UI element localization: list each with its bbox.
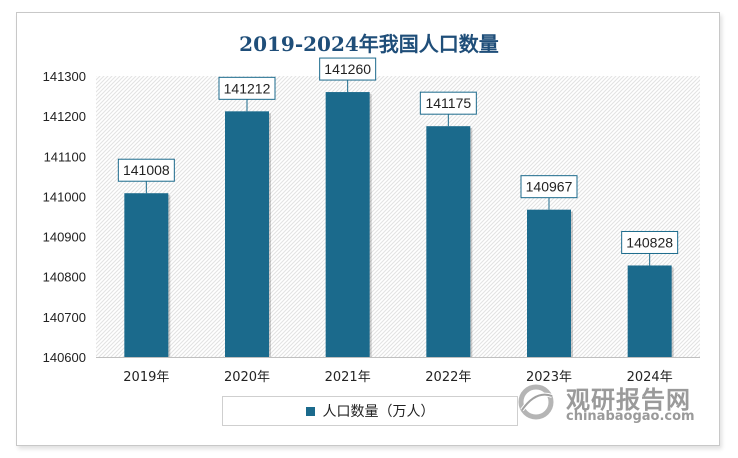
data-label: 140967: [526, 179, 573, 195]
y-tick-label: 141100: [44, 149, 86, 164]
bar: [124, 193, 169, 357]
bar: [225, 111, 269, 357]
legend-label: 人口数量（万人）: [322, 404, 435, 420]
x-tick-label: 2024年: [627, 370, 673, 385]
y-tick-label: 141000: [43, 189, 86, 204]
y-tick-label: 141200: [43, 109, 86, 124]
data-label: 141212: [224, 80, 271, 96]
legend-swatch: [305, 406, 315, 416]
watermark-url: chinabaogao.com: [566, 409, 695, 424]
legend: 人口数量（万人）: [222, 396, 518, 426]
bar: [627, 265, 672, 357]
data-labels: 141008 141212 141260 141175 140967 140828: [117, 57, 679, 266]
y-tick-label: 140700: [43, 310, 86, 325]
data-label: 141008: [123, 162, 170, 178]
x-tick-label: 2022年: [425, 370, 471, 385]
y-tick-label: 140800: [43, 270, 86, 285]
x-tick-label: 2021年: [325, 370, 371, 385]
bar: [325, 92, 370, 358]
chart-title: 2019-2024年我国人口数量: [239, 32, 499, 56]
data-label: 140828: [626, 234, 673, 250]
bars: [124, 92, 674, 358]
x-tick-label: 2023年: [526, 370, 572, 385]
globe-logo-icon: [518, 384, 554, 420]
watermark: 观研报告网 chinabaogao.com: [516, 378, 716, 428]
plot-area: [96, 76, 700, 357]
data-label: 141175: [425, 95, 471, 111]
bar: [527, 209, 571, 357]
watermark-name: 观研报告网: [566, 386, 691, 414]
y-tick-label: 140600: [43, 350, 86, 365]
x-axis: 2019年 2020年 2021年 2022年 2023年 2024年: [96, 357, 700, 385]
bar: [426, 126, 471, 357]
y-tick-label: 141300: [43, 69, 86, 84]
x-tick-label: 2019年: [123, 370, 169, 385]
y-tick-label: 140900: [43, 230, 86, 245]
y-axis: 140600 140700 140800 140900 141000 141100 1412…: [43, 69, 86, 365]
x-tick-label: 2020年: [224, 370, 270, 385]
data-label: 141260: [324, 61, 371, 77]
